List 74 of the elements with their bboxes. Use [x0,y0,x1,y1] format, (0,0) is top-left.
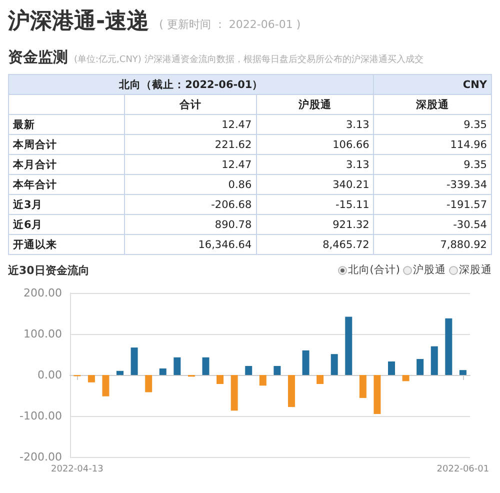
bar [316,375,324,384]
y-tick-label: 200.00 [24,286,62,300]
text: 106.66 [332,138,370,150]
bar [174,357,181,375]
bar [288,375,295,407]
text: CNY [374,74,492,94]
text: (单位:亿元,CNY) 沪深港通资金流向数据，根据每日盘后交易所公布的沪深港通买入成交 [74,55,424,65]
x-tick-label: 2022-04-13 [50,464,104,474]
bar [416,359,424,375]
category-label: 深股通 [374,94,492,114]
y-tick-label: -200.00 [20,450,62,464]
bar [116,370,124,375]
bar [345,316,352,375]
text: 资金监测 [8,48,68,66]
bar [388,361,396,375]
text: 沪深港通-速递 [8,9,150,34]
category-label: 本周合计 [13,138,57,150]
bar [230,375,238,411]
bar [216,375,224,384]
text: 114.96 [450,138,487,150]
text: 8,465.72 [322,238,370,250]
text: 0.86 [228,178,252,190]
bar [430,346,438,375]
category-label: 本年合计 [13,178,57,190]
bar [259,375,266,386]
text: 沪股通 [412,263,446,277]
bar [145,375,152,392]
text: ( 更新时间 ： 2022-06-01 ) [159,18,301,31]
text: -15.11 [335,198,370,210]
bar [359,375,366,398]
chart-title: 近30日资金流向 [8,262,90,278]
category-label: 最新 [13,118,35,130]
category-label: 本月合计 [13,158,57,170]
text: 221.62 [214,138,252,150]
category-label: 开通以来 [13,238,57,250]
bar [202,357,210,375]
y-tick-label: 100.00 [24,328,62,340]
category-label: 沪股通 [256,94,374,114]
bar [374,375,381,414]
y-tick-label: 0.00 [38,368,62,382]
text: 北向（截止：2022-06-01） [8,74,374,94]
bar [102,375,110,396]
bar [330,354,338,375]
text: 7,880.92 [440,238,487,250]
text: 890.78 [214,218,252,230]
bar [302,350,310,375]
text: -339.34 [446,178,487,190]
text: -206.68 [211,198,252,210]
text: -191.57 [446,198,487,210]
bar [88,375,95,382]
category-label: 合计 [124,94,256,114]
text: 深股通 [458,263,492,277]
text: 9.35 [464,158,487,170]
bar [459,370,466,375]
x-tick-label: 2022-06-01 [436,464,490,474]
text: -30.54 [453,218,487,230]
text: 340.21 [332,178,370,190]
text: 921.32 [332,218,370,230]
text: 12.47 [222,118,252,130]
text: 北向(合计) [346,263,400,277]
bar [445,318,452,375]
category-label: 近3月 [13,198,42,210]
text: 12.47 [222,158,252,170]
text: 16,346.64 [198,238,252,250]
y-tick-label: -100.00 [20,410,62,422]
text: 3.13 [346,158,370,170]
bar [245,366,252,375]
bar [274,366,281,375]
text: 3.13 [346,118,370,130]
bar [130,348,138,375]
bar [402,375,410,382]
category-label: 近6月 [13,218,42,230]
text: 9.35 [464,118,487,130]
bar [159,368,166,375]
